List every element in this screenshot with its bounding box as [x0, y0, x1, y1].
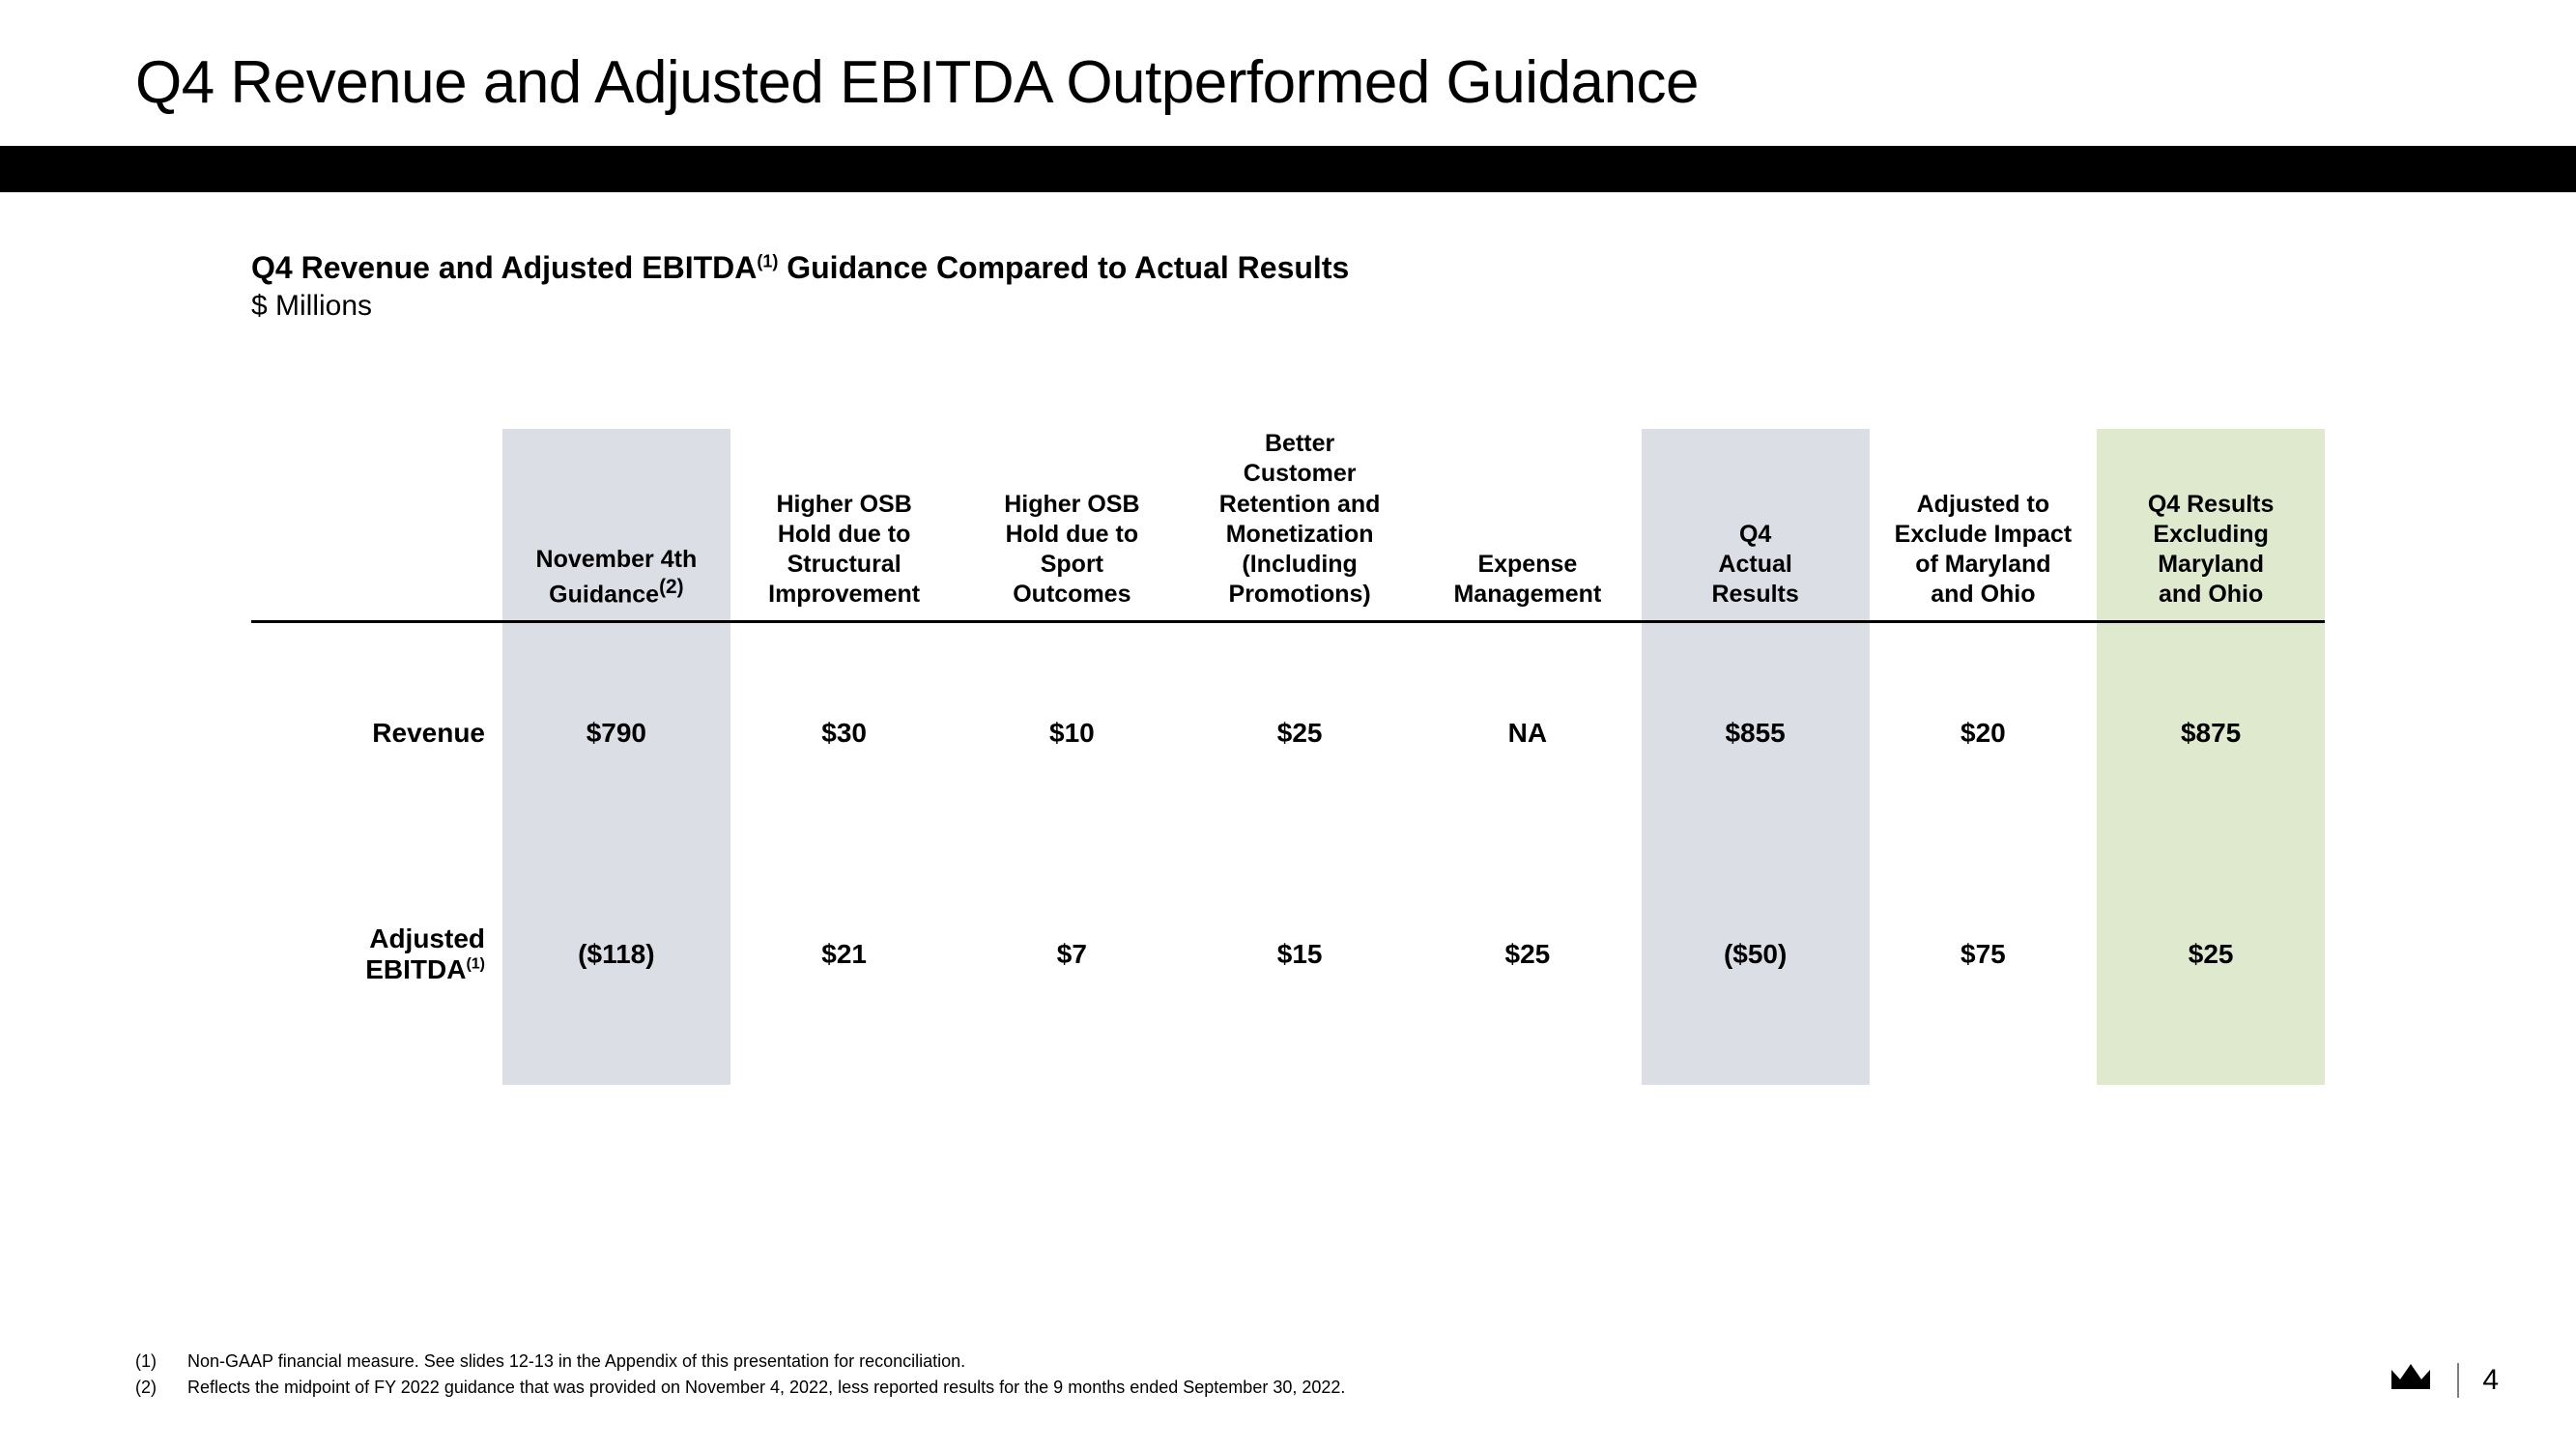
column-header-line: Promotions) [1229, 581, 1371, 608]
subtitle-prefix: Q4 Revenue and Adjusted EBITDA [251, 250, 757, 285]
black-band [0, 146, 2576, 192]
subtitle: Q4 Revenue and Adjusted EBITDA(1) Guidan… [251, 250, 2325, 286]
table-row: Adjusted EBITDA(1)($118)$21$7$15$25($50)… [251, 843, 2325, 1065]
column-header: Better Customer Retention and Monetization (… [1186, 429, 1414, 621]
footnote-text: Reflects the midpoint of FY 2022 guidanc… [187, 1375, 1345, 1401]
footnote-text: Non-GAAP financial measure. See slides 1… [187, 1349, 965, 1375]
footnotes: (1) Non-GAAP financial measure. See slide… [135, 1349, 1345, 1401]
row-label: Revenue [251, 621, 502, 843]
column-header-line: Monetization [1226, 521, 1374, 548]
crown-logo-icon [2388, 1360, 2434, 1401]
footer-divider [2457, 1363, 2459, 1398]
column-header-line: Excluding [2153, 521, 2268, 548]
page-number: 4 [2482, 1364, 2499, 1397]
column-header-line: Higher OSB [776, 491, 911, 518]
column-header: Expense Management [1414, 429, 1642, 621]
footnote: (2) Reflects the midpoint of FY 2022 guid… [135, 1375, 1345, 1401]
slide: Q4 Revenue and Adjusted EBITDA Outperfor… [0, 0, 2576, 1449]
cell-value: $75 [1870, 843, 2098, 1065]
column-header: Adjusted to Exclude Impact of Maryland and … [1870, 429, 2098, 621]
row-label-sup: (1) [466, 956, 485, 973]
column-header-line: (Including [1242, 551, 1357, 578]
column-header-line: Actual [1718, 551, 1791, 578]
column-header-line: and Ohio [1931, 581, 2035, 608]
column-header-line: Improvement [768, 581, 920, 608]
cell-value: $10 [959, 621, 1187, 843]
cell-value: NA [1414, 621, 1642, 843]
column-header: Higher OSB Hold due to Structural Improveme… [730, 429, 959, 621]
table-container: November 4th Guidance(2) Higher OSB Hold du… [251, 429, 2325, 1085]
column-header-line: Outcomes [1013, 581, 1131, 608]
column-header-sup: (2) [659, 576, 683, 598]
column-header-line: Hold due to [778, 521, 910, 548]
slide-title: Q4 Revenue and Adjusted EBITDA Outperfor… [135, 48, 2441, 117]
cell-value: $15 [1186, 843, 1414, 1065]
column-header-line: Management [1453, 581, 1601, 608]
row-label-text: Adjusted EBITDA [365, 923, 485, 984]
column-header-line: Exclude Impact [1895, 521, 2072, 548]
column-header-line: Expense [1477, 551, 1577, 578]
column-header: November 4th Guidance(2) [502, 429, 730, 621]
cell-value: $790 [502, 621, 730, 843]
footnote-num: (1) [135, 1349, 164, 1375]
subtitle-sup: (1) [757, 251, 778, 270]
cell-value: $30 [730, 621, 959, 843]
spacer-row [251, 1065, 2325, 1085]
cell-value: $21 [730, 843, 959, 1065]
cell-value: $20 [1870, 621, 2098, 843]
results-table: November 4th Guidance(2) Higher OSB Hold du… [251, 429, 2325, 1085]
page-footer: 4 [2388, 1360, 2499, 1401]
column-header-line: Structural [787, 551, 902, 578]
column-header-line: Adjusted to [1917, 491, 2050, 518]
column-header-line: Q4 [1739, 521, 1771, 548]
cell-value: $875 [2097, 621, 2325, 843]
column-header-line: Q4 Results [2148, 491, 2275, 518]
column-header-line: Retention and [1219, 491, 1381, 518]
column-header: Q4 Actual Results [1642, 429, 1870, 621]
column-header-line: Customer [1244, 460, 1357, 487]
row-label-text: Revenue [372, 718, 485, 748]
column-header-line: Better [1265, 430, 1334, 457]
column-header-line: Results [1711, 581, 1798, 608]
cell-value: ($118) [502, 843, 730, 1065]
cell-value: $855 [1642, 621, 1870, 843]
column-header-line: November 4th [536, 546, 698, 573]
table-row: Revenue $790$30$10$25NA$855$20$875 [251, 621, 2325, 843]
column-header-line: Sport [1041, 551, 1103, 578]
cell-value: ($50) [1642, 843, 1870, 1065]
rowlabel-header [251, 429, 502, 621]
column-header-line: Higher OSB [1004, 491, 1139, 518]
content-area: Q4 Revenue and Adjusted EBITDA(1) Guidan… [0, 192, 2576, 1085]
table-body: Revenue$790$30$10$25NA$855$20$875Adjuste… [251, 621, 2325, 1085]
column-header-line: of Maryland [1915, 551, 2050, 578]
column-header-line: and Ohio [2159, 581, 2263, 608]
column-header: Higher OSB Hold due to Sport Outcomes [959, 429, 1187, 621]
column-header-line: Hold due to [1006, 521, 1138, 548]
cell-value: $25 [1186, 621, 1414, 843]
column-header: Q4 Results Excluding Maryland and Ohio [2097, 429, 2325, 621]
column-header-line: Maryland [2158, 551, 2264, 578]
cell-value: $25 [1414, 843, 1642, 1065]
row-label: Adjusted EBITDA(1) [251, 843, 502, 1065]
column-header-line: Guidance [549, 581, 659, 608]
footnote-num: (2) [135, 1375, 164, 1401]
cell-value: $25 [2097, 843, 2325, 1065]
subtitle-suffix: Guidance Compared to Actual Results [778, 250, 1349, 285]
header-row: November 4th Guidance(2) Higher OSB Hold du… [251, 429, 2325, 621]
footnote: (1) Non-GAAP financial measure. See slide… [135, 1349, 1345, 1375]
title-bar: Q4 Revenue and Adjusted EBITDA Outperfor… [0, 0, 2576, 146]
units-label: $ Millions [251, 290, 2325, 323]
cell-value: $7 [959, 843, 1187, 1065]
